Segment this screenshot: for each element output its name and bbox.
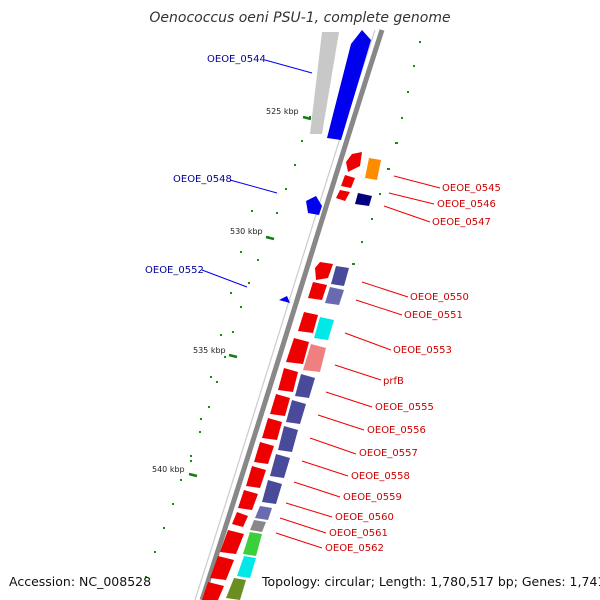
gene-oeoe-0559[interactable] (246, 466, 266, 488)
gene-oeoe-0557-cog (278, 426, 298, 452)
gene-oeoe-0551[interactable] (308, 282, 327, 300)
label-oeoe-0547[interactable]: OEOE_0547 (432, 217, 491, 228)
gene-oeoe-0547[interactable] (336, 190, 350, 201)
reverse-leaders (275, 175, 441, 549)
accession-text: Accession: NC_008528 (9, 574, 152, 589)
label-oeoe-0562[interactable]: OEOE_0562 (325, 543, 384, 554)
label-oeoe-0561[interactable]: OEOE_0561 (329, 528, 388, 539)
gene-oeoe-0558-cog (270, 454, 290, 478)
gene-oeoe-0545-cog (365, 158, 381, 180)
gene-oeoe-0555-cog (295, 374, 315, 398)
map-title: Oenococcus oeni PSU-1, complete genome (149, 10, 451, 26)
tick-label: 530 kbp (230, 227, 263, 236)
gene-oeoe-0561-cog (250, 520, 266, 532)
gene-oeoe-0560-cog (255, 506, 272, 520)
forward-genes (279, 30, 371, 303)
label-oeoe-0548[interactable]: OEOE_0548 (173, 174, 232, 185)
gene-extra-1[interactable] (210, 556, 234, 580)
label-oeoe-0556[interactable]: OEOE_0556 (367, 425, 426, 436)
gene-oeoe-0553[interactable] (298, 312, 318, 333)
gene-oeoe-0562[interactable] (220, 530, 244, 554)
label-oeoe-0557[interactable]: OEOE_0557 (359, 448, 418, 459)
genome-backbone (199, 29, 385, 600)
label-oeoe-0551[interactable]: OEOE_0551 (404, 310, 463, 321)
label-oeoe-0559[interactable]: OEOE_0559 (343, 492, 402, 503)
gene-oeoe-0548[interactable] (306, 196, 322, 215)
gene-oeoe-0561[interactable] (232, 512, 248, 527)
label-oeoe-0546[interactable]: OEOE_0546 (437, 199, 496, 210)
gene-oeoe-0547-cog (355, 193, 372, 206)
label-prfb[interactable]: prfB (383, 376, 404, 387)
gene-oeoe-0553-cog (314, 317, 334, 340)
gene-oeoe-0557[interactable] (262, 418, 282, 440)
label-oeoe-0544[interactable]: OEOE_0544 (207, 54, 266, 65)
gene-extra-2-cog (226, 578, 246, 600)
gene-oeoe-0551-cog (325, 287, 344, 305)
forward-leaders (201, 59, 313, 288)
gene-oeoe-0546[interactable] (341, 175, 355, 188)
gene-oeoe-0550-cog (331, 266, 349, 286)
gene-oeoe-0562-cog (243, 532, 262, 556)
label-oeoe-0558[interactable]: OEOE_0558 (351, 471, 410, 482)
gene-extra-2[interactable] (202, 582, 224, 600)
gene-oeoe-0552[interactable] (279, 296, 290, 303)
gene-oeoe-0544[interactable] (327, 30, 371, 140)
label-oeoe-0560[interactable]: OEOE_0560 (335, 512, 394, 523)
label-oeoe-0555[interactable]: OEOE_0555 (375, 402, 434, 413)
gene-prfb[interactable] (286, 338, 309, 364)
label-oeoe-0552[interactable]: OEOE_0552 (145, 265, 204, 276)
label-oeoe-0553[interactable]: OEOE_0553 (393, 345, 452, 356)
gene-oeoe-0544-shade (310, 32, 339, 134)
gene-oeoe-0558[interactable] (254, 442, 274, 464)
label-oeoe-0550[interactable]: OEOE_0550 (410, 292, 469, 303)
gene-oeoe-0560[interactable] (238, 490, 258, 510)
gene-oeoe-0550[interactable] (315, 262, 333, 280)
tick-label: 535 kbp (193, 346, 226, 355)
position-ticks (188, 115, 312, 478)
tick-label: 525 kbp (266, 107, 299, 116)
gene-oeoe-0556[interactable] (270, 394, 290, 416)
gene-oeoe-0555[interactable] (278, 368, 298, 392)
gene-extra-1-cog (237, 556, 256, 578)
tick-label: 540 kbp (152, 465, 185, 474)
gene-oeoe-0559-cog (262, 480, 282, 504)
gene-oeoe-0556-cog (286, 400, 306, 424)
gene-prfb-cog (303, 344, 326, 372)
gene-oeoe-0545[interactable] (346, 152, 362, 172)
label-oeoe-0545[interactable]: OEOE_0545 (442, 183, 501, 194)
reverse-genes (202, 152, 381, 600)
genome-summary-text: Topology: circular; Length: 1,780,517 bp… (262, 574, 600, 589)
